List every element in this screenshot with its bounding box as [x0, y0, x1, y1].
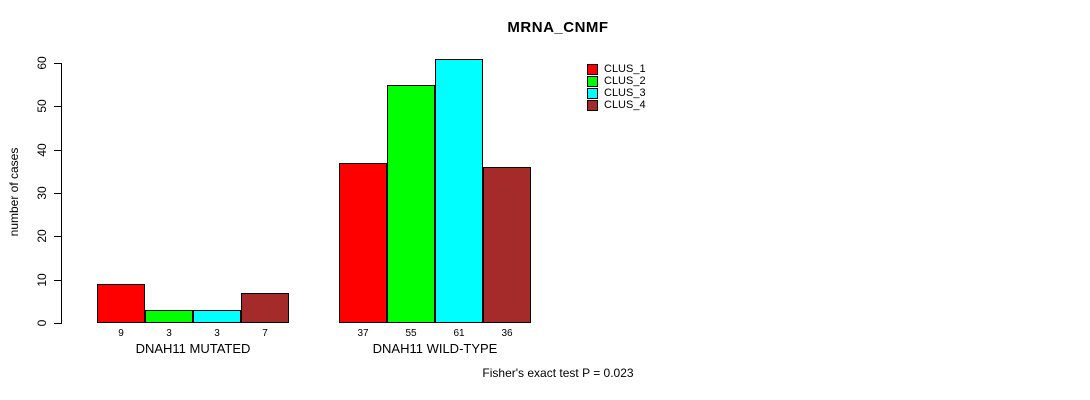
y-axis-tick	[54, 236, 61, 237]
y-axis-tick-label: 0	[35, 319, 49, 327]
legend-swatch-icon	[587, 75, 598, 87]
legend-item: CLUS_3	[587, 87, 646, 99]
bar-value-label: 55	[405, 328, 417, 339]
legend-label: CLUS_1	[604, 63, 646, 75]
legend: CLUS_1 CLUS_2 CLUS_3 CLUS_4	[587, 63, 646, 111]
y-axis-tick	[54, 280, 61, 281]
bar-clus_1-group2	[339, 163, 387, 323]
y-axis-label: number of cases	[7, 147, 21, 237]
y-axis-tick-label: 60	[35, 56, 49, 70]
group-label: DNAH11 WILD-TYPE	[372, 341, 498, 356]
y-axis-tick	[54, 63, 61, 64]
y-axis-tick-label: 20	[35, 229, 49, 243]
bar-clus_3-group2	[435, 59, 483, 323]
bar-value-label: 3	[214, 328, 220, 339]
y-axis-tick	[54, 150, 61, 151]
bar-value-label: 36	[501, 328, 513, 339]
legend-item: CLUS_4	[587, 99, 646, 111]
fisher-test-note: Fisher's exact test P = 0.023	[482, 366, 634, 380]
legend-item: CLUS_2	[587, 75, 646, 87]
legend-swatch-icon	[587, 99, 598, 111]
bar-value-label: 61	[453, 328, 465, 339]
y-axis-tick-label: 10	[35, 273, 49, 287]
bar-clus_4-group2	[483, 167, 531, 323]
legend-swatch-icon	[587, 63, 598, 75]
bar-clus_2-group1	[145, 310, 193, 323]
bar-clus_1-group1	[97, 284, 145, 323]
bar-value-label: 37	[357, 328, 369, 339]
y-axis	[61, 63, 62, 324]
bar-clus_2-group2	[387, 85, 435, 323]
bar-value-label: 3	[166, 328, 172, 339]
legend-swatch-icon	[587, 87, 598, 99]
y-axis-tick	[54, 193, 61, 194]
bar-clus_3-group1	[193, 310, 241, 323]
legend-label: CLUS_2	[604, 75, 646, 87]
y-axis-tick	[54, 323, 61, 324]
bar-value-label: 7	[262, 328, 268, 339]
chart-title: MRNA_CNMF	[507, 19, 609, 36]
legend-label: CLUS_3	[604, 87, 646, 99]
legend-label: CLUS_4	[604, 99, 646, 111]
y-axis-tick-label: 50	[35, 99, 49, 113]
bar-value-label: 9	[118, 328, 124, 339]
legend-item: CLUS_1	[587, 63, 646, 75]
bar-clus_4-group1	[241, 293, 289, 323]
y-axis-tick-label: 30	[35, 186, 49, 200]
y-axis-tick-label: 40	[35, 143, 49, 157]
y-axis-tick	[54, 106, 61, 107]
group-label: DNAH11 MUTATED	[135, 341, 251, 356]
